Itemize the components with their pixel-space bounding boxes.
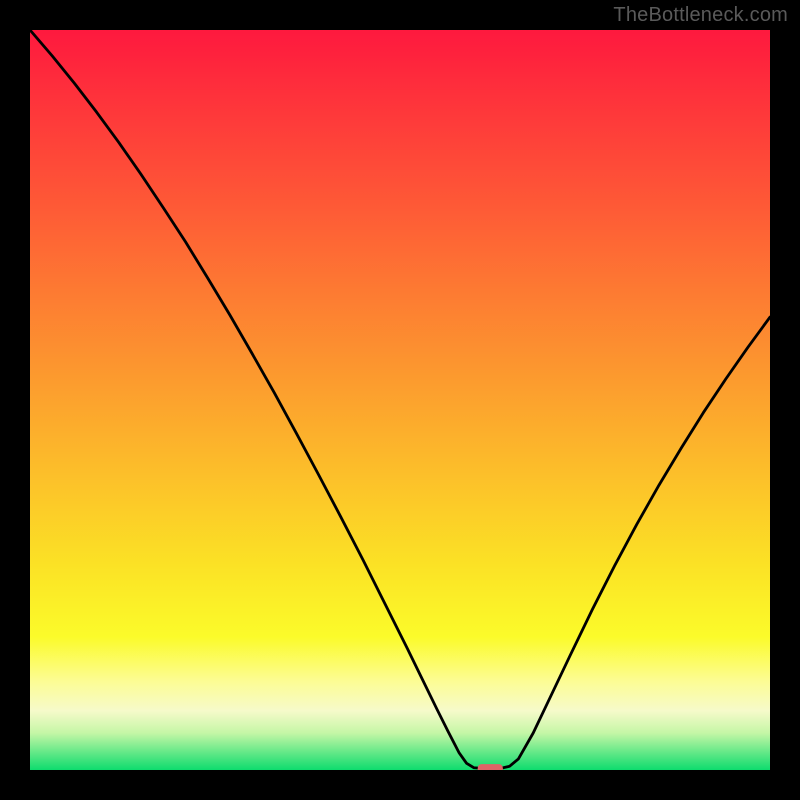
watermark-text: TheBottleneck.com — [613, 4, 788, 27]
plot-area — [30, 30, 770, 770]
gradient-background — [30, 30, 770, 770]
chart-canvas: TheBottleneck.com — [0, 0, 800, 800]
plot-svg — [30, 30, 770, 770]
optimal-marker — [478, 764, 503, 770]
